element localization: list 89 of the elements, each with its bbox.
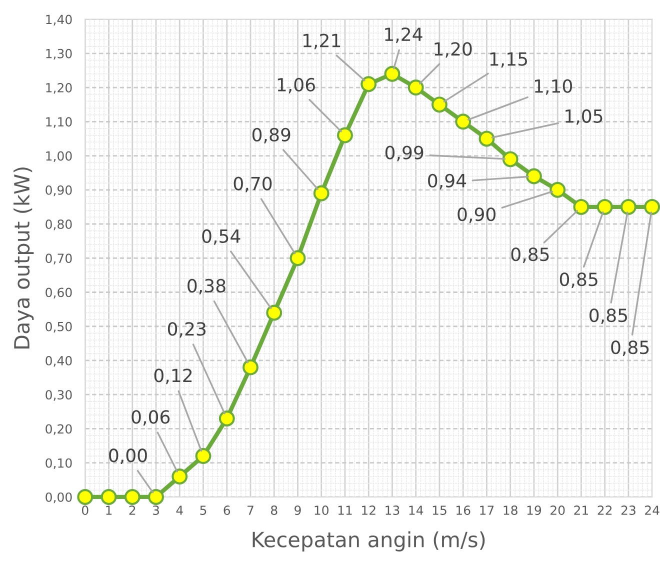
point [195,448,212,464]
data-label: 0,85 [611,340,649,356]
point [502,151,518,168]
x-tick-label: 15 [432,506,446,515]
point [313,185,330,202]
data-label: 0,70 [234,176,272,192]
y-tick-label: 0,90 [46,185,72,196]
point [573,198,590,215]
x-tick-label: 20 [550,506,565,515]
x-tick-label: 7 [248,506,254,515]
y-tick-label: 1,20 [46,82,72,94]
x-tick-label: 18 [504,506,518,515]
x-tick-label: 19 [527,506,542,515]
data-label: 0,23 [168,322,206,338]
data-label: 0,85 [560,272,598,288]
x-tick-label: 10 [314,506,328,515]
x-tick-label: 12 [362,506,376,515]
data-label: 0,00 [109,448,147,464]
x-tick-label: 5 [200,506,206,515]
x-tick-label: 9 [294,506,301,515]
data-label: 0,54 [202,229,240,245]
y-tick-label: 0,10 [46,458,72,470]
y-tick-label: 0,70 [46,254,72,264]
point [266,304,282,321]
x-tick-label: 17 [480,506,494,515]
point [290,250,306,266]
y-tick-label: 0,00 [46,492,72,504]
x-tick-label: 2 [129,506,136,515]
data-label: 0,38 [188,278,226,294]
y-tick-label: 0,60 [46,288,72,298]
point [360,76,377,92]
point [172,468,188,484]
point [550,182,566,198]
point [620,198,636,215]
data-label: 1,15 [490,52,527,68]
point [384,66,400,82]
point [148,488,164,505]
data-label: 0,06 [132,410,170,426]
data-label: 1,24 [385,27,422,43]
data-label: 0,12 [154,368,192,384]
data-label: 0,94 [428,174,466,190]
x-tick-label: 13 [386,506,400,515]
point [77,488,94,505]
y-tick-label: 0,50 [46,322,72,333]
x-tick-label: 4 [176,506,183,515]
x-tick-label: 16 [456,506,470,515]
data-label: 1,21 [303,34,340,50]
point [431,96,448,113]
x-tick-label: 23 [621,506,636,515]
y-tick-label: 1,40 [46,14,72,26]
data-label: 0,89 [252,128,290,144]
y-tick-label: 0,40 [46,356,72,367]
y-tick-label: 1,00 [46,151,72,162]
x-axis-title: Kecepatan angin (m/s) [252,531,485,552]
x-tick-label: 8 [270,506,278,515]
x-tick-label: 3 [152,506,159,515]
x-tick-label: 6 [224,506,230,515]
data-label: 0,90 [458,207,496,223]
x-tick-label: 24 [645,506,660,515]
data-label: 0,85 [511,248,549,264]
y-tick-label: 0,80 [46,219,72,230]
data-label: 1,20 [434,42,472,58]
point [596,198,613,215]
point [242,359,258,376]
y-tick-label: 0,30 [46,390,72,401]
y-tick-label: 1,30 [46,48,72,60]
y-tick-label: 0,20 [46,424,72,435]
x-tick-label: 0 [82,506,88,515]
point [478,130,495,147]
x-tick-label: 1 [106,506,112,515]
point [408,80,424,96]
y-axis-title: Daya output (kW) [14,168,34,348]
x-tick-label: 14 [409,506,424,515]
data-label: 0,85 [590,308,627,324]
data-label: 1,05 [566,109,602,125]
x-tick-label: 21 [574,506,588,515]
y-tick-label: 1,10 [46,117,72,128]
data-label: 1,10 [534,79,572,95]
point [218,410,235,426]
point [455,114,472,130]
x-tick-label: 22 [598,506,612,515]
x-tick-label: 11 [338,506,352,515]
data-label: 1,06 [278,78,315,94]
data-label: 0,99 [385,146,424,162]
point [124,488,140,505]
point [644,198,660,215]
point [337,127,353,144]
point [100,488,117,505]
point [526,168,542,184]
